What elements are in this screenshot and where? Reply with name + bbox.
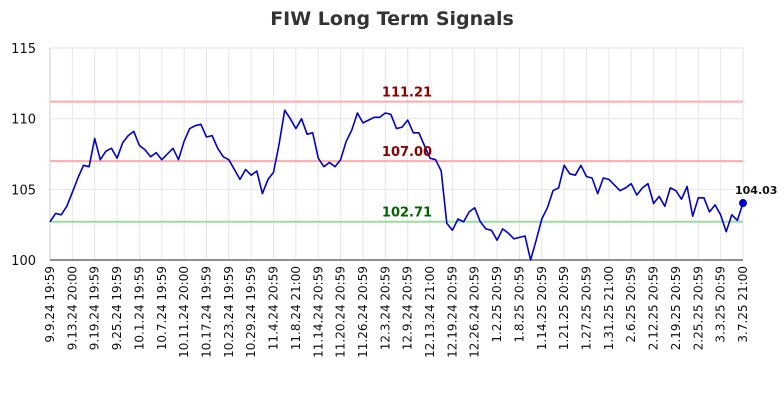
- resistance-label: 111.21: [382, 86, 432, 101]
- x-tick-label: 10.17.24 19:59: [199, 266, 213, 358]
- x-tick-label: 1.21.25 20:59: [557, 266, 571, 350]
- y-tick-label: 115: [11, 42, 36, 57]
- x-tick-label: 11.20.24 20:59: [334, 266, 348, 358]
- x-tick-label: 12.19.24 20:59: [445, 266, 459, 358]
- x-tick-label: 12.9.24 20:59: [401, 266, 415, 350]
- x-tick-label: 11.26.24 20:59: [356, 266, 370, 358]
- chart-title: FIW Long Term Signals: [270, 8, 514, 30]
- x-tick-label: 10.1.24 19:59: [132, 266, 146, 350]
- x-tick-label: 11.14.24 20:59: [311, 266, 325, 358]
- x-tick-label: 9.19.24 19:59: [88, 266, 102, 350]
- x-tick-label: 10.29.24 19:59: [244, 266, 258, 358]
- x-tick-label: 2.19.25 20:59: [669, 266, 683, 350]
- x-tick-label: 1.31.25 21:00: [602, 266, 616, 350]
- x-tick-label: 11.4.24 20:59: [267, 266, 281, 350]
- x-tick-label: 1.27.25 20:59: [580, 266, 594, 350]
- x-tick-label: 10.23.24 19:59: [222, 266, 236, 358]
- x-tick-label: 2.6.25 20:59: [624, 266, 638, 343]
- x-tick-label: 11.8.24 21:00: [289, 266, 303, 350]
- price-series: [49, 109, 747, 261]
- last-price-label: 104.03: [735, 184, 777, 197]
- x-tick-label: 1.2.25 20:59: [490, 266, 504, 343]
- x-tick-label: 2.12.25 20:59: [647, 266, 661, 350]
- y-tick-label: 100: [11, 254, 36, 269]
- x-tick-label: 9.9.24 19:59: [43, 266, 57, 343]
- x-tick-label: 12.3.24 20:59: [378, 266, 392, 350]
- support-label: 102.71: [382, 206, 432, 221]
- price-line: [49, 109, 744, 261]
- x-tick-label: 10.7.24 19:59: [155, 266, 169, 350]
- resistance-label: 107.00: [382, 145, 432, 160]
- x-tick-label: 9.13.24 20:00: [65, 266, 79, 350]
- x-tick-label: 9.25.24 19:59: [110, 266, 124, 350]
- x-tick-label: 2.25.25 20:59: [691, 266, 705, 350]
- x-tick-label: 1.8.25 20:59: [512, 266, 526, 343]
- signal-lines: [50, 100, 743, 223]
- axes: 100 105 110 115 9.9.24 19:59 9.13.24 20:00 9.1…: [11, 42, 750, 358]
- x-tick-label: 1.14.25 20:59: [535, 266, 549, 350]
- last-price-point: [739, 199, 747, 208]
- grid: [49, 47, 744, 261]
- x-tick-label: 12.13.24 21:00: [423, 266, 437, 358]
- x-tick-label: 3.3.25 20:59: [714, 266, 728, 343]
- x-tick-label: 10.11.24 20:00: [177, 266, 191, 358]
- x-tick-label: 12.26.24 20:59: [468, 266, 482, 358]
- y-tick-label: 110: [11, 113, 36, 128]
- chart-labels: 111.21 107.00 102.71 104.03: [382, 86, 778, 221]
- y-tick-label: 105: [11, 183, 36, 198]
- x-tick-label: 3.7.25 21:00: [736, 266, 750, 343]
